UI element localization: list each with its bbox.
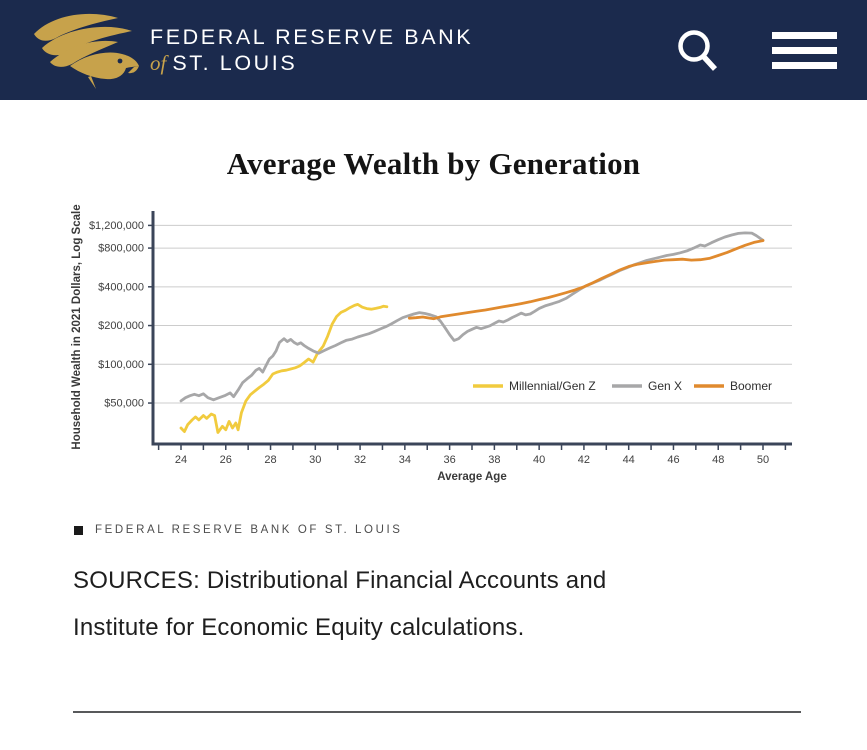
x-tick-label: 32 — [354, 454, 366, 466]
x-axis-title: Average Age — [437, 471, 506, 483]
x-tick-label: 30 — [309, 454, 321, 466]
series-line-boomer — [407, 239, 765, 321]
search-icon — [678, 30, 718, 71]
sources-text: SOURCES: Distributional Financial Accoun… — [73, 567, 607, 641]
series-line-gen-x — [179, 231, 765, 403]
x-tick-label: 46 — [667, 454, 679, 466]
search-button[interactable] — [674, 26, 720, 74]
y-tick-label: $400,000 — [98, 281, 144, 293]
bank-name-of: of — [150, 50, 167, 75]
legend-label: Millennial/Gen Z — [509, 379, 596, 393]
y-tick-label: $50,000 — [104, 398, 144, 410]
x-tick-label: 48 — [712, 454, 724, 466]
y-axis-title: Household Wealth in 2021 Dollars, Log Sc… — [71, 204, 83, 449]
bank-name-line1: FEDERAL RESERVE BANK — [150, 24, 474, 49]
menu-button[interactable] — [772, 24, 837, 77]
wealth-chart: $1,200,000 $800,000 $400,000 $200,000 $100,0… — [0, 196, 867, 496]
y-tick-label: $100,000 — [98, 359, 144, 371]
page-title: Average Wealth by Generation — [226, 146, 641, 181]
wealth-chart-svg: $1,200,000 $800,000 $400,000 $200,000 $100,0… — [71, 204, 792, 483]
legend-label: Gen X — [648, 379, 682, 393]
y-tick-label: $800,000 — [98, 243, 144, 255]
bottom-divider — [73, 711, 801, 713]
x-tick-label: 34 — [399, 454, 411, 466]
x-tick-label: 28 — [264, 454, 276, 466]
stlouis-fed-logo[interactable]: FEDERAL RESERVE BANK of ST. LOUIS — [30, 10, 473, 90]
x-tick-label: 44 — [623, 454, 635, 466]
square-bullet-icon — [74, 525, 83, 535]
site-header: FEDERAL RESERVE BANK of ST. LOUIS — [0, 0, 867, 100]
chart-attribution: FEDERAL RESERVE BANK OF ST. LOUIS — [74, 524, 867, 536]
eagle-icon — [34, 13, 139, 89]
bank-name-line2: of ST. LOUIS — [150, 50, 298, 75]
x-tick-label: 26 — [220, 454, 232, 466]
x-tick-label: 24 — [175, 454, 187, 466]
x-tick-label: 38 — [488, 454, 500, 466]
y-tick-label: $200,000 — [98, 320, 144, 332]
x-tick-label: 40 — [533, 454, 545, 466]
x-tick-label: 36 — [443, 454, 455, 466]
x-tick-label: 50 — [757, 454, 769, 466]
hamburger-icon — [772, 24, 837, 77]
legend-label: Boomer — [730, 379, 772, 393]
series-line-millennial-gen-z — [179, 303, 389, 434]
bank-name: FEDERAL RESERVE BANK of ST. LOUIS — [150, 26, 473, 74]
x-tick-label: 42 — [578, 454, 590, 466]
y-tick-label: $1,200,000 — [89, 220, 144, 232]
attribution-text: FEDERAL RESERVE BANK OF ST. LOUIS — [95, 524, 403, 536]
